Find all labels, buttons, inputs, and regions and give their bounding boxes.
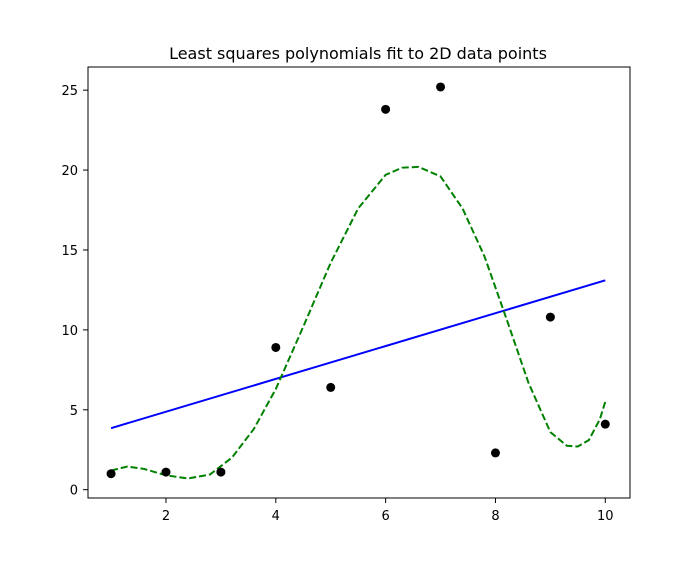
series-line-2 xyxy=(110,165,607,480)
y-tick-label: 10 xyxy=(61,324,78,339)
plot-points xyxy=(106,82,610,479)
y-tick-label: 25 xyxy=(61,84,78,99)
data-point xyxy=(436,82,446,92)
x-tick-label: 10 xyxy=(597,509,614,524)
x-tick-label: 2 xyxy=(162,509,170,524)
y-tick-label: 5 xyxy=(70,404,78,419)
y-axis: 0 5 10 15 20 25 xyxy=(61,84,88,499)
y-tick-label: 15 xyxy=(61,244,78,259)
x-axis: 2 4 6 8 10 xyxy=(162,498,614,524)
y-tick-label: 20 xyxy=(61,164,78,179)
chart-title: Least squares polynomials fit to 2D data… xyxy=(169,44,547,63)
plot-series xyxy=(110,165,607,480)
data-point xyxy=(545,312,555,322)
data-point xyxy=(490,448,500,458)
x-tick-label: 8 xyxy=(491,509,499,524)
plot-frame xyxy=(87,66,631,499)
data-point xyxy=(326,382,336,392)
series-line-1 xyxy=(110,279,606,430)
x-tick-label: 4 xyxy=(272,509,280,524)
x-tick-label: 6 xyxy=(381,509,389,524)
data-point xyxy=(161,467,171,477)
data-point xyxy=(106,469,116,479)
data-point xyxy=(381,104,391,114)
data-point xyxy=(271,342,281,352)
y-tick-label: 0 xyxy=(70,484,78,499)
data-point xyxy=(216,467,226,477)
data-point xyxy=(600,419,610,429)
